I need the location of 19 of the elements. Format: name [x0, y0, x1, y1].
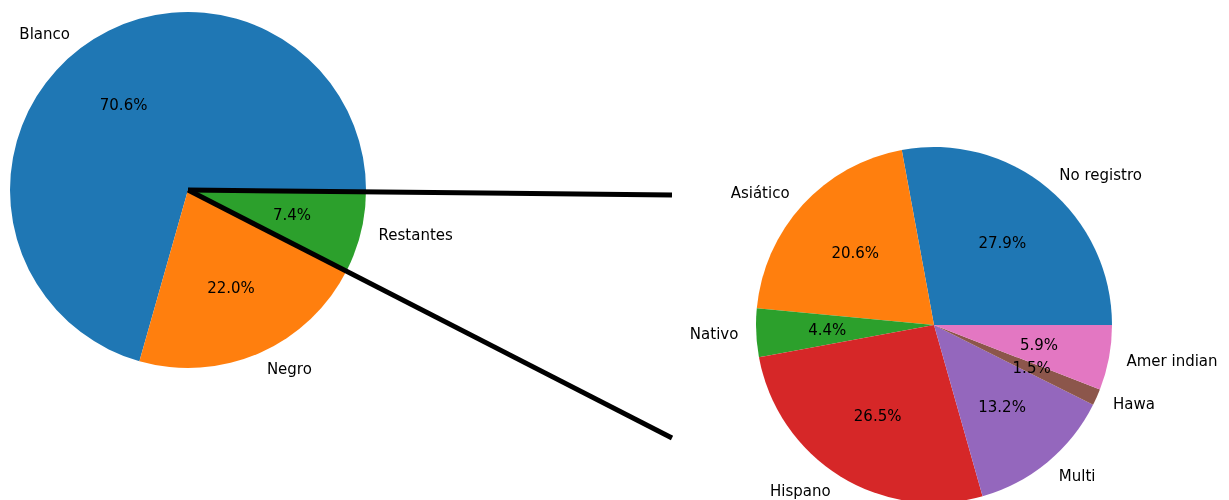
slice-label: Negro	[266, 360, 312, 379]
slice-label: Hispano	[769, 482, 831, 500]
slice-label: No registro	[1059, 165, 1142, 184]
data-label: 4.4%	[808, 320, 847, 339]
slice-label: Blanco	[19, 24, 70, 43]
slice-label: Amer indian	[1126, 352, 1218, 371]
data-label: 20.6%	[831, 243, 880, 262]
data-label: 5.9%	[1019, 335, 1059, 354]
data-label: 27.9%	[978, 233, 1027, 252]
slice-label: Hawa	[1112, 395, 1155, 414]
data-label: 22.0%	[207, 278, 255, 297]
data-label: 26.5%	[853, 406, 902, 425]
data-label: 7.4%	[272, 205, 311, 224]
slice-label: Multi	[1058, 466, 1096, 485]
slice-label: Nativo	[689, 324, 739, 343]
data-label: 13.2%	[978, 398, 1026, 417]
data-label: 70.6%	[99, 95, 148, 114]
slice-label: Restantes	[378, 226, 454, 245]
slice-label: Asiático	[730, 183, 790, 202]
